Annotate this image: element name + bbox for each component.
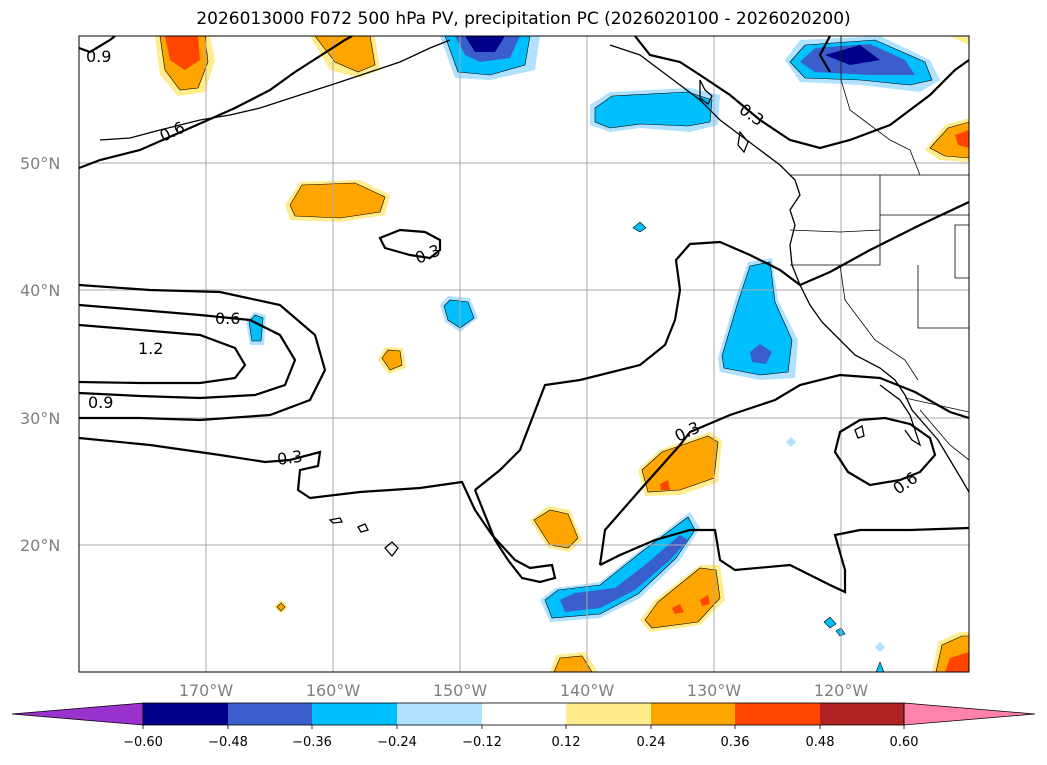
colorbar-tick-label: 0.60 [890,735,919,750]
lat-label: 40°N [20,281,60,300]
positive-precip-region [955,130,969,148]
positive-precip-region [672,604,684,614]
latitude-labels: 50°N 40°N 30°N 20°N [20,154,60,555]
positive-precip-region [929,121,969,159]
colorbar-tick-label: −0.60 [123,735,163,750]
colorbar: −0.60 −0.48 −0.36 −0.24 −0.12 0.12 0.24 … [11,702,1036,750]
colorbar-bin [735,703,820,725]
contour-label: 0.6 [215,309,240,328]
colorbar-tick-label: 0.12 [552,735,581,750]
colorbar-tick-label: −0.12 [462,735,502,750]
lon-label: 170°W [179,681,234,700]
colorbar-tick-label: −0.48 [208,735,248,750]
colorbar-tick-label: 0.36 [721,735,750,750]
lat-label: 50°N [20,154,60,173]
colorbar-bin [228,703,312,725]
positive-precip-region [289,182,386,219]
negative-precip-region [823,616,837,629]
colorbar-bin [651,703,735,725]
negative-precip-region [632,221,647,233]
map-title: 2026013000 F072 500 hPa PV, precipitatio… [196,9,851,29]
pv-contours [79,36,969,594]
colorbar-bin [482,703,566,725]
colorbar-bin [820,703,904,725]
negative-precip-region [786,437,796,447]
negative-precip-region [465,36,505,52]
positive-precip-region [276,602,286,612]
negative-precip-region [594,91,713,129]
political-borders [789,36,969,461]
colorbar-tick-label: 0.24 [637,735,666,750]
negative-precip-region [750,344,772,364]
colorbar-extend-low [11,702,144,726]
colorbar-tick-label: 0.48 [806,735,835,750]
precip-shading [155,36,969,672]
negative-precip-region [875,642,885,652]
lon-label: 120°W [814,681,869,700]
positive-precip-region [314,36,376,73]
colorbar-bin [566,703,651,725]
contour-label: 1.2 [138,339,163,358]
lon-label: 150°W [433,681,488,700]
colorbar-extend-high [903,702,1036,726]
colorbar-bin [312,703,397,725]
contour-label: 0.9 [88,393,113,412]
negative-precip-region [875,661,885,672]
colorbar-tick-label: −0.36 [292,735,332,750]
positive-precip-region [641,435,719,493]
colorbar-bin [143,703,228,725]
lat-label: 20°N [20,536,60,555]
contour-label: 0.3 [276,447,304,469]
positive-precip-region [660,480,670,490]
positive-precip-region [700,595,710,606]
positive-precip-region [644,567,721,629]
negative-precip-region [560,535,688,612]
negative-precip-region [443,299,475,329]
positive-precip-region [945,652,969,672]
negative-precip-region [825,45,880,65]
lon-label: 130°W [687,681,742,700]
contour-label: 0.9 [86,47,111,66]
map-frame [78,35,970,673]
colorbar-tick-label: −0.24 [377,735,417,750]
map-content: 0.9 0.6 0.3 0.3 0.6 1.2 0.9 0.3 0.3 0.6 [79,36,969,672]
colorbar-bin [397,703,482,725]
positive-precip-region [950,36,969,45]
positive-precip-region [553,655,593,672]
lon-label: 140°W [560,681,615,700]
positive-precip-region [165,36,200,70]
map-plot-area [79,36,969,672]
lat-label: 30°N [20,409,60,428]
positive-precip-region [381,349,403,371]
longitude-labels: 170°W 160°W 150°W 140°W 130°W 120°W [179,681,869,700]
negative-precip-region [721,261,793,376]
lon-label: 160°W [306,681,361,700]
